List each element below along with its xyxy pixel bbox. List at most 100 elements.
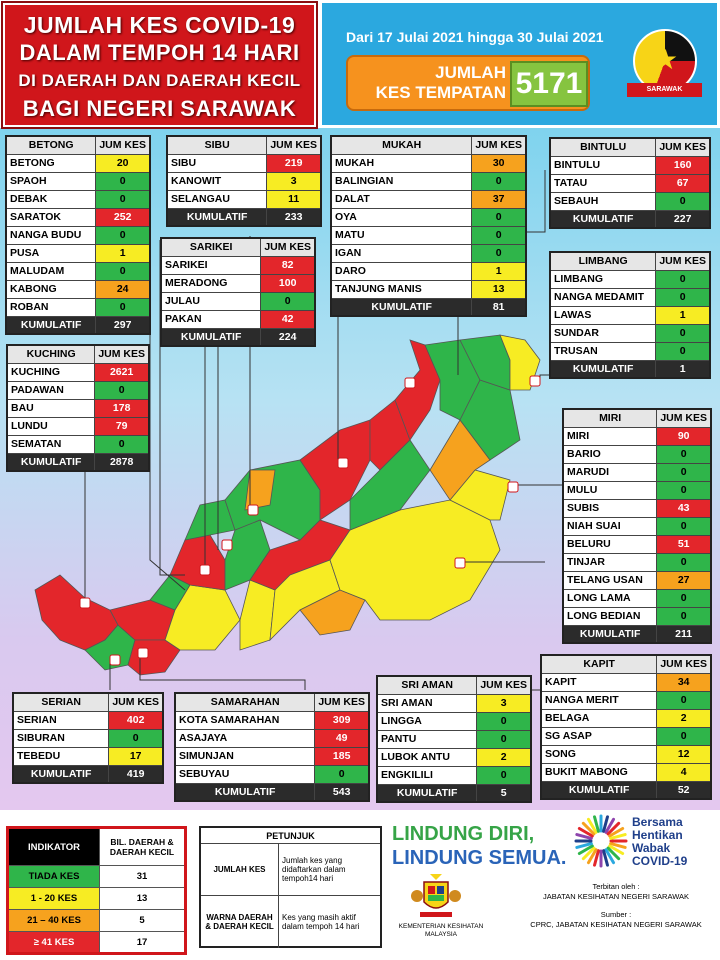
table-row: LONG LAMA 0 xyxy=(562,588,712,608)
table-row: ENGKILILI 0 xyxy=(376,765,532,785)
table-row: SG ASAP 0 xyxy=(540,726,712,746)
case-count: 2621 xyxy=(94,362,150,382)
case-count: 0 xyxy=(656,444,712,464)
cumulative-label: KUMULATIF xyxy=(160,327,262,347)
table-row: BELURU 51 xyxy=(562,534,712,554)
cumulative-row: KUMULATIF 227 xyxy=(549,209,711,229)
table-row: BAU 178 xyxy=(6,398,150,418)
table-row: MARUDI 0 xyxy=(562,462,712,482)
case-count: 0 xyxy=(656,462,712,482)
district-name: SUBIS xyxy=(562,498,658,518)
district-name: TATAU xyxy=(549,173,657,193)
district-name: JULAU xyxy=(160,291,262,311)
column-header: JUM KES xyxy=(476,675,532,695)
table-row: NANGA MERIT 0 xyxy=(540,690,712,710)
case-count: 0 xyxy=(94,380,150,400)
logo-ray xyxy=(606,846,621,861)
cumulative-label: KUMULATIF xyxy=(330,297,473,317)
table-row: PADAWAN 0 xyxy=(6,380,150,400)
table-row: NANGA MEDAMIT 0 xyxy=(549,287,711,307)
logo-ray xyxy=(604,817,615,834)
district-name: MARUDI xyxy=(562,462,658,482)
district-name: NANGA MEDAMIT xyxy=(549,287,657,307)
table-row: KANOWIT 3 xyxy=(166,171,322,191)
table-row: SRI AMAN 3 xyxy=(376,693,532,713)
district-name: SEBUYAU xyxy=(174,764,316,784)
table-row: PAKAN 42 xyxy=(160,309,316,329)
case-count: 0 xyxy=(95,189,151,209)
logo-ray xyxy=(602,815,609,833)
case-count: 0 xyxy=(476,729,532,749)
table-sarikei: SARIKEI JUM KES SARIKEI 82 MERADONG 100 JULAU 0… xyxy=(160,237,316,347)
source-name: CPRC, JABATAN KESIHATAN NEGERI SARAWAK xyxy=(530,920,702,929)
case-count: 34 xyxy=(656,672,712,692)
case-count: 13 xyxy=(471,279,527,299)
district-name: MUKAH xyxy=(330,153,473,173)
column-header: JUM KES xyxy=(266,135,322,155)
cumulative-row: KUMULATIF 81 xyxy=(330,297,527,317)
district-name: KAPIT xyxy=(540,672,658,692)
table-row: MULU 0 xyxy=(562,480,712,500)
district-name: DARO xyxy=(330,261,473,281)
table-row: NANGA BUDU 0 xyxy=(5,225,151,245)
table-row: TEBEDU 17 xyxy=(12,746,164,766)
cumulative-row: KUMULATIF 543 xyxy=(174,782,370,802)
table-row: MATU 0 xyxy=(330,225,527,245)
division-name: MIRI xyxy=(562,408,658,428)
petunjuk-row-warna: WARNA DAERAH & DAERAH KECIL Kes yang mas… xyxy=(201,896,380,948)
case-count: 20 xyxy=(95,153,151,173)
table-miri: MIRI JUM KES MIRI 90 BARIO 0 MARUDI 0 MULU 0 SUBIS… xyxy=(562,408,712,644)
table-row: TRUSAN 0 xyxy=(549,341,711,361)
table-row: LIMBANG 0 xyxy=(549,269,711,289)
table-row: SARATOK 252 xyxy=(5,207,151,227)
table-row: SARIKEI 82 xyxy=(160,255,316,275)
column-header: JUM KES xyxy=(655,137,711,157)
district-name: BALINGIAN xyxy=(330,171,473,191)
table-row: SIBU 219 xyxy=(166,153,322,173)
column-header: JUM KES xyxy=(471,135,527,155)
campaign-line-1: Bersama xyxy=(632,815,683,829)
logo-ray xyxy=(575,842,593,849)
table-row: OYA 0 xyxy=(330,207,527,227)
district-name: LAWAS xyxy=(549,305,657,325)
indicator-count: 17 xyxy=(99,931,186,954)
case-count: 0 xyxy=(656,480,712,500)
cumulative-row: KUMULATIF 5 xyxy=(376,783,532,803)
division-name: LIMBANG xyxy=(549,251,657,271)
district-name: ROBAN xyxy=(5,297,97,317)
case-count: 0 xyxy=(260,291,316,311)
district-name: SIBURAN xyxy=(12,728,110,748)
total-label-2: KES TEMPATAN xyxy=(375,83,506,102)
cumulative-row: KUMULATIF 2878 xyxy=(6,452,150,472)
cumulative-row: KUMULATIF 52 xyxy=(540,780,712,800)
indicator-label: TIADA KES xyxy=(7,865,100,888)
column-header: JUM KES xyxy=(656,654,712,674)
logo-ray xyxy=(575,833,593,840)
case-count: 2 xyxy=(656,708,712,728)
slogan-line-2: LINDUNG SEMUA. xyxy=(392,847,567,869)
logo-ray xyxy=(602,849,609,867)
kkm-label: KEMENTERIAN KESIHATAN MALAYSIA xyxy=(392,923,490,939)
total-cases-label: JUMLAH KES TEMPATAN xyxy=(356,63,506,103)
total-cases-value: 5171 xyxy=(510,61,588,107)
division-name: SIBU xyxy=(166,135,268,155)
logo-ray xyxy=(581,821,596,836)
case-count: 0 xyxy=(108,728,164,748)
covid-campaign-icon xyxy=(574,814,628,868)
case-count: 252 xyxy=(95,207,151,227)
table-row: LAWAS 1 xyxy=(549,305,711,325)
district-name: BUKIT MABONG xyxy=(540,762,658,782)
case-count: 0 xyxy=(95,225,151,245)
case-count: 402 xyxy=(108,710,164,730)
indicator-row: ≥ 41 KES 17 xyxy=(7,931,186,954)
case-count: 17 xyxy=(108,746,164,766)
table-row: SEBAUH 0 xyxy=(549,191,711,211)
district-name: NANGA BUDU xyxy=(5,225,97,245)
indicator-legend: INDIKATOR BIL. DAERAH & DAERAH KECIL TIA… xyxy=(6,826,187,955)
case-count: 0 xyxy=(656,726,712,746)
publisher-label: Terbitan oleh : xyxy=(592,882,640,891)
district-name: IGAN xyxy=(330,243,473,263)
sarawak-flag-icon xyxy=(633,29,697,93)
table-row: BELAGA 2 xyxy=(540,708,712,728)
case-count: 0 xyxy=(655,191,711,211)
